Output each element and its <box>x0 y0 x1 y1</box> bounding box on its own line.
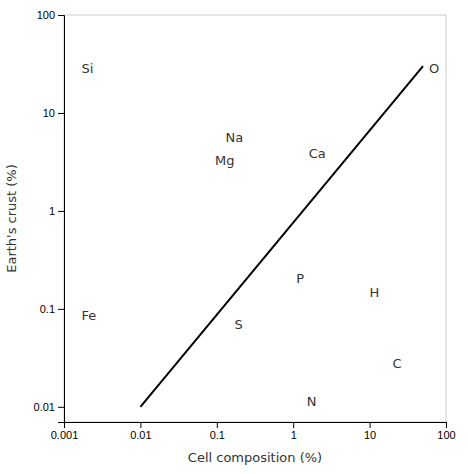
plot: 0.001 0.01 0.1 1 10 100 0.01 0.1 1 10 100 Si Fe Na Mg C… <box>34 9 456 441</box>
tick: 0.01 <box>34 401 64 413</box>
tick-mark <box>293 422 294 428</box>
tick-label: 10 <box>43 107 55 119</box>
plot-frame <box>64 15 446 422</box>
tick: 1 <box>49 205 64 217</box>
annotation: Na <box>226 130 244 145</box>
tick: 100 <box>437 422 455 441</box>
tick-mark <box>58 309 64 310</box>
tick-label: 1 <box>291 429 297 441</box>
tick-label: 100 <box>37 9 55 21</box>
tick-mark <box>58 407 64 408</box>
tick: 10 <box>43 107 64 119</box>
tick: 10 <box>364 422 376 441</box>
tick: 0.1 <box>40 303 64 315</box>
annotations: Si Fe Na Mg Ca O P H S C N <box>82 61 440 410</box>
tick-mark <box>58 15 64 16</box>
tick-mark <box>58 113 64 114</box>
tick-mark <box>140 422 141 428</box>
tick-label: 0.001 <box>51 429 79 441</box>
tick-mark <box>446 422 447 428</box>
tick: 0.001 <box>51 422 79 441</box>
annotation: Mg <box>215 153 234 168</box>
tick: 100 <box>37 9 64 21</box>
tick-label: 100 <box>437 429 455 441</box>
annotation: C <box>393 356 402 371</box>
annotation: S <box>234 317 242 332</box>
chart: 0.001 0.01 0.1 1 10 100 0.01 0.1 1 10 100 Si Fe Na Mg C… <box>0 0 468 474</box>
tick-label: 0.01 <box>130 429 151 441</box>
annotation: Fe <box>82 308 97 323</box>
x-axis: 0.001 0.01 0.1 1 10 100 <box>51 422 456 441</box>
tick-label: 1 <box>49 205 55 217</box>
tick-label: 10 <box>364 429 376 441</box>
y-axis: 0.01 0.1 1 10 100 <box>34 9 65 422</box>
annotation: Ca <box>309 146 326 161</box>
annotation: N <box>307 394 317 409</box>
tick: 0.01 <box>130 422 151 441</box>
line <box>140 66 423 407</box>
axis-line <box>65 423 447 429</box>
tick-mark <box>217 422 218 428</box>
marks <box>140 66 423 407</box>
tick-mark <box>58 211 64 212</box>
tick: 0.1 <box>210 422 225 441</box>
tick-label: 0.1 <box>40 303 55 315</box>
annotation: O <box>429 61 439 76</box>
y-axis-title: Earth's crust (%) <box>4 164 19 273</box>
tick-label: 0.01 <box>34 401 55 413</box>
annotation: Si <box>82 61 94 76</box>
x-axis-title: Cell composition (%) <box>188 450 322 465</box>
tick: 1 <box>291 422 297 441</box>
tick-mark <box>370 422 371 428</box>
annotation: H <box>370 285 380 300</box>
annotation: P <box>296 271 304 286</box>
tick-label: 0.1 <box>210 429 225 441</box>
axis-line <box>58 16 65 423</box>
